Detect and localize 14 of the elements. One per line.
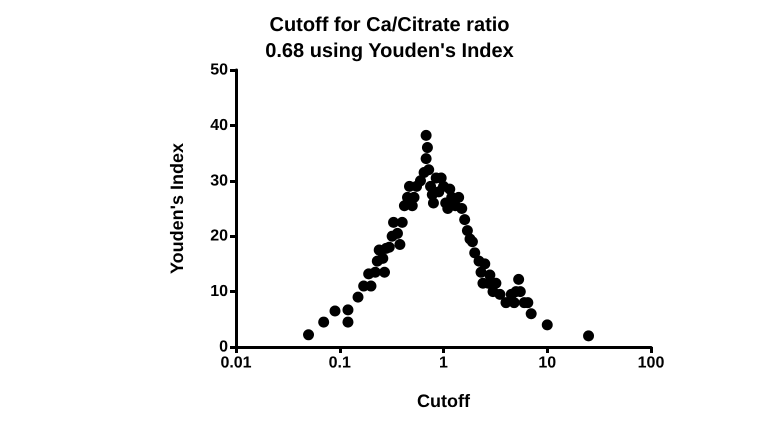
x-tick-label: 0.1: [328, 354, 351, 372]
y-axis-title: Youden's Index: [167, 143, 187, 274]
chart-title: Cutoff for Ca/Citrate ratio 0.68 using Youden's Index: [265, 14, 514, 62]
x-tick-label: 0.01: [220, 354, 252, 372]
y-tick-label: 40: [210, 116, 228, 134]
x-axis-title: Cutoff: [417, 391, 471, 411]
y-tick-label: 10: [210, 283, 228, 300]
y-tick-label: 20: [210, 228, 228, 245]
x-tick-label: 10: [538, 354, 556, 372]
y-tick-label: 50: [210, 62, 228, 78]
x-tick-label: 100: [638, 354, 664, 372]
x-tick-label: 1: [439, 354, 448, 372]
y-tick-label: 30: [210, 172, 228, 190]
y-tick-label: 0: [219, 338, 228, 356]
